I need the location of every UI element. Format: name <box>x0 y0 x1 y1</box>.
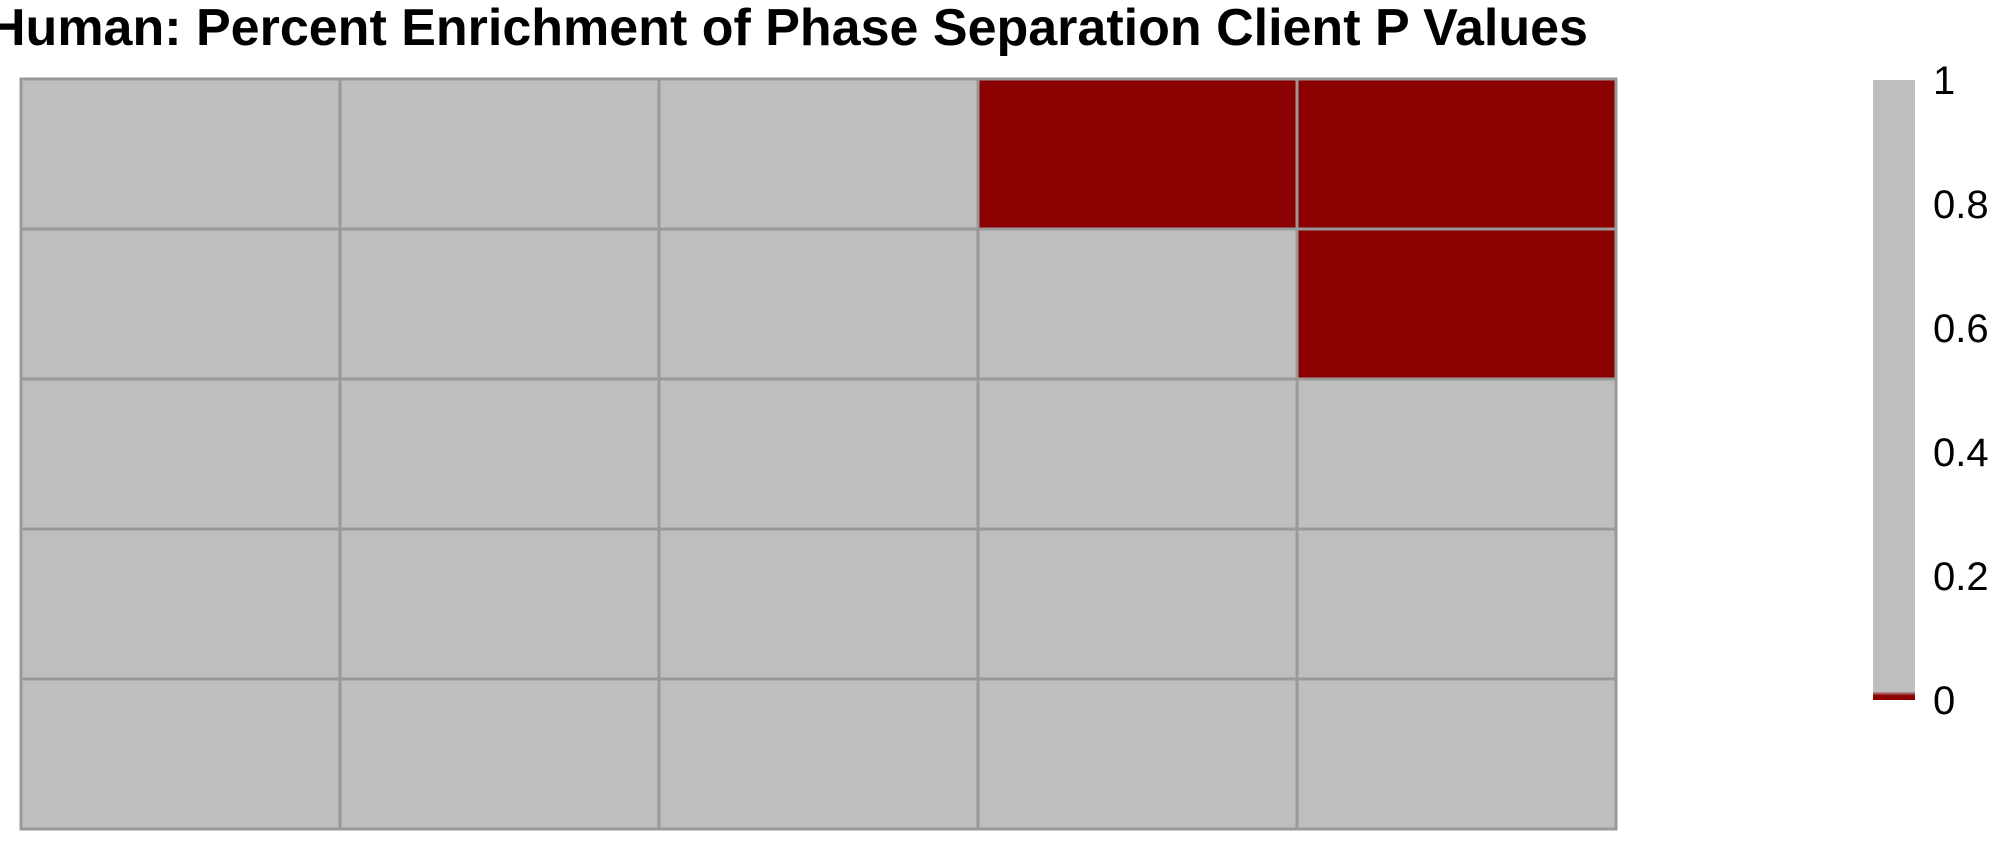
heatmap-cell-r2-c2 <box>340 229 659 379</box>
heatmap-cell-r5-c4 <box>978 679 1297 829</box>
heatmap-cell-r1-c2 <box>340 79 659 229</box>
heatmap-grid <box>21 79 1616 829</box>
heatmap-cell-r1-c1 <box>21 79 340 229</box>
colorbar-tick-label: 0.2 <box>1933 555 1989 599</box>
heatmap-cell-r5-c2 <box>340 679 659 829</box>
heatmap-cell-r1-c5 <box>1297 79 1616 229</box>
heatmap-cell-r3-c2 <box>340 379 659 529</box>
heatmap-cell-r3-c5 <box>1297 379 1616 529</box>
colorbar-scale <box>1873 80 1915 700</box>
heatmap-cell-r2-c1 <box>21 229 340 379</box>
heatmap-cell-r2-c4 <box>978 229 1297 379</box>
heatmap-cell-r1-c3 <box>659 79 978 229</box>
colorbar-tick-label: 1 <box>1933 59 1955 103</box>
heatmap-cell-r3-c1 <box>21 379 340 529</box>
heatmap-cell-r2-c3 <box>659 229 978 379</box>
chart-title: Human: Percent Enrichment of Phase Separ… <box>0 0 1588 57</box>
colorbar-tick-label: 0.6 <box>1933 307 1989 351</box>
heatmap-cell-r2-c5 <box>1297 229 1616 379</box>
colorbar-tick-label: 0.8 <box>1933 183 1989 227</box>
heatmap-cell-r4-c3 <box>659 529 978 679</box>
heatmap-cell-r1-c4 <box>978 79 1297 229</box>
colorbar-tick-label: 0 <box>1933 679 1955 723</box>
colorbar-tick-label: 0.4 <box>1933 431 1989 475</box>
heatmap-cell-r3-c3 <box>659 379 978 529</box>
heatmap-cell-r4-c1 <box>21 529 340 679</box>
heatmap-cell-r4-c5 <box>1297 529 1616 679</box>
heatmap-cell-r4-c2 <box>340 529 659 679</box>
heatmap-cell-r4-c4 <box>978 529 1297 679</box>
heatmap-cell-r5-c1 <box>21 679 340 829</box>
heatmap-cell-r5-c5 <box>1297 679 1616 829</box>
heatmap-cell-r3-c4 <box>978 379 1297 529</box>
heatmap-cell-r5-c3 <box>659 679 978 829</box>
color-legend: 1 0.8 0.6 0.4 0.2 0 <box>1873 59 1989 723</box>
